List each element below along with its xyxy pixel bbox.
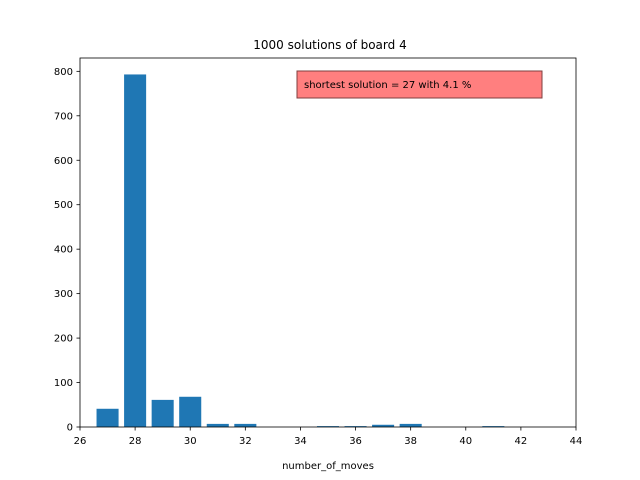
y-tick-label-300: 300: [54, 289, 73, 300]
x-tick-label-34: 34: [294, 436, 307, 447]
bar-41: [482, 426, 505, 427]
y-tick-label-400: 400: [54, 245, 73, 256]
bars-group: [96, 74, 505, 427]
bar-31: [206, 423, 229, 427]
x-tick-label-40: 40: [459, 436, 472, 447]
y-tick-label-100: 100: [54, 378, 73, 389]
x-tick-label-44: 44: [570, 436, 583, 447]
x-tick-label-42: 42: [515, 436, 528, 447]
y-tick-label-0: 0: [67, 423, 73, 434]
x-tick-label-38: 38: [404, 436, 417, 447]
x-tick-label-30: 30: [184, 436, 197, 447]
y-tick-label-500: 500: [54, 200, 73, 211]
y-tick-label-800: 800: [54, 67, 73, 78]
x-axis-label: number_of_moves: [282, 461, 374, 472]
y-tick-label-200: 200: [54, 334, 73, 345]
annotation-text: shortest solution = 27 with 4.1 %: [304, 80, 471, 91]
y-tick-label-600: 600: [54, 156, 73, 167]
bar-35: [316, 426, 340, 427]
annotation-group: shortest solution = 27 with 4.1 %: [296, 70, 543, 99]
bar-29: [151, 399, 174, 427]
chart-title: 1000 solutions of board 4: [253, 38, 406, 52]
bar-28: [124, 74, 147, 427]
bar-27: [96, 408, 119, 427]
bar-38: [399, 423, 422, 427]
plot-frame: [79, 57, 577, 428]
x-tick-label-28: 28: [129, 436, 142, 447]
axes-group: 26 28 30 32 34 36 38 40 42 44 0 100 200 300 400 500 600 7…: [54, 57, 583, 447]
annotation-box: [296, 70, 543, 99]
bar-36: [344, 426, 367, 427]
x-tick-label-26: 26: [74, 436, 87, 447]
y-tick-label-700: 700: [54, 111, 73, 122]
x-tick-label-32: 32: [239, 436, 252, 447]
bar-30: [179, 396, 202, 427]
bar-37: [372, 424, 395, 427]
bar-32: [234, 423, 257, 427]
x-tick-label-36: 36: [349, 436, 362, 447]
